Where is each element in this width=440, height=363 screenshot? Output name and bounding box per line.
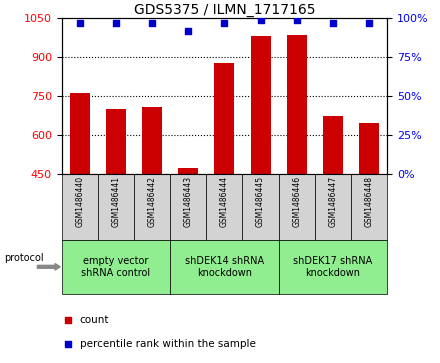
Point [112,20,119,26]
Point [76,20,83,26]
Point [65,341,72,347]
Bar [359,123,379,174]
Point [330,20,337,26]
Bar [315,174,351,240]
Bar [106,109,126,174]
Title: GDS5375 / ILMN_1717165: GDS5375 / ILMN_1717165 [134,3,315,17]
Point [366,20,373,26]
Text: GSM1486440: GSM1486440 [75,176,84,227]
Text: protocol: protocol [4,253,44,263]
Text: GSM1486442: GSM1486442 [147,176,157,227]
Bar [214,63,235,174]
Text: GSM1486444: GSM1486444 [220,176,229,227]
Bar [62,240,170,294]
Bar [142,107,162,174]
Text: empty vector
shRNA control: empty vector shRNA control [81,256,150,278]
Text: GSM1486445: GSM1486445 [256,176,265,227]
Bar [242,174,279,240]
Bar [170,240,279,294]
Point [257,17,264,23]
Bar [323,117,343,174]
Text: GSM1486446: GSM1486446 [292,176,301,227]
Bar [287,34,307,174]
Text: shDEK17 shRNA
knockdown: shDEK17 shRNA knockdown [293,256,373,278]
Bar [98,174,134,240]
Bar [251,36,271,174]
Bar [62,174,98,240]
Point [185,28,192,33]
Text: GSM1486441: GSM1486441 [111,176,121,227]
Bar [351,174,387,240]
Point [65,317,72,323]
Text: GSM1486447: GSM1486447 [328,176,337,227]
Text: GSM1486448: GSM1486448 [365,176,374,227]
Text: count: count [80,315,109,325]
Bar [134,174,170,240]
Point [149,20,156,26]
Bar [279,174,315,240]
Bar [206,174,242,240]
Text: shDEK14 shRNA
knockdown: shDEK14 shRNA knockdown [185,256,264,278]
Bar [178,168,198,174]
Bar [279,240,387,294]
Point [221,20,228,26]
Point [293,17,300,23]
Text: percentile rank within the sample: percentile rank within the sample [80,339,255,349]
Bar [70,93,90,174]
Text: GSM1486443: GSM1486443 [184,176,193,227]
Bar [170,174,206,240]
